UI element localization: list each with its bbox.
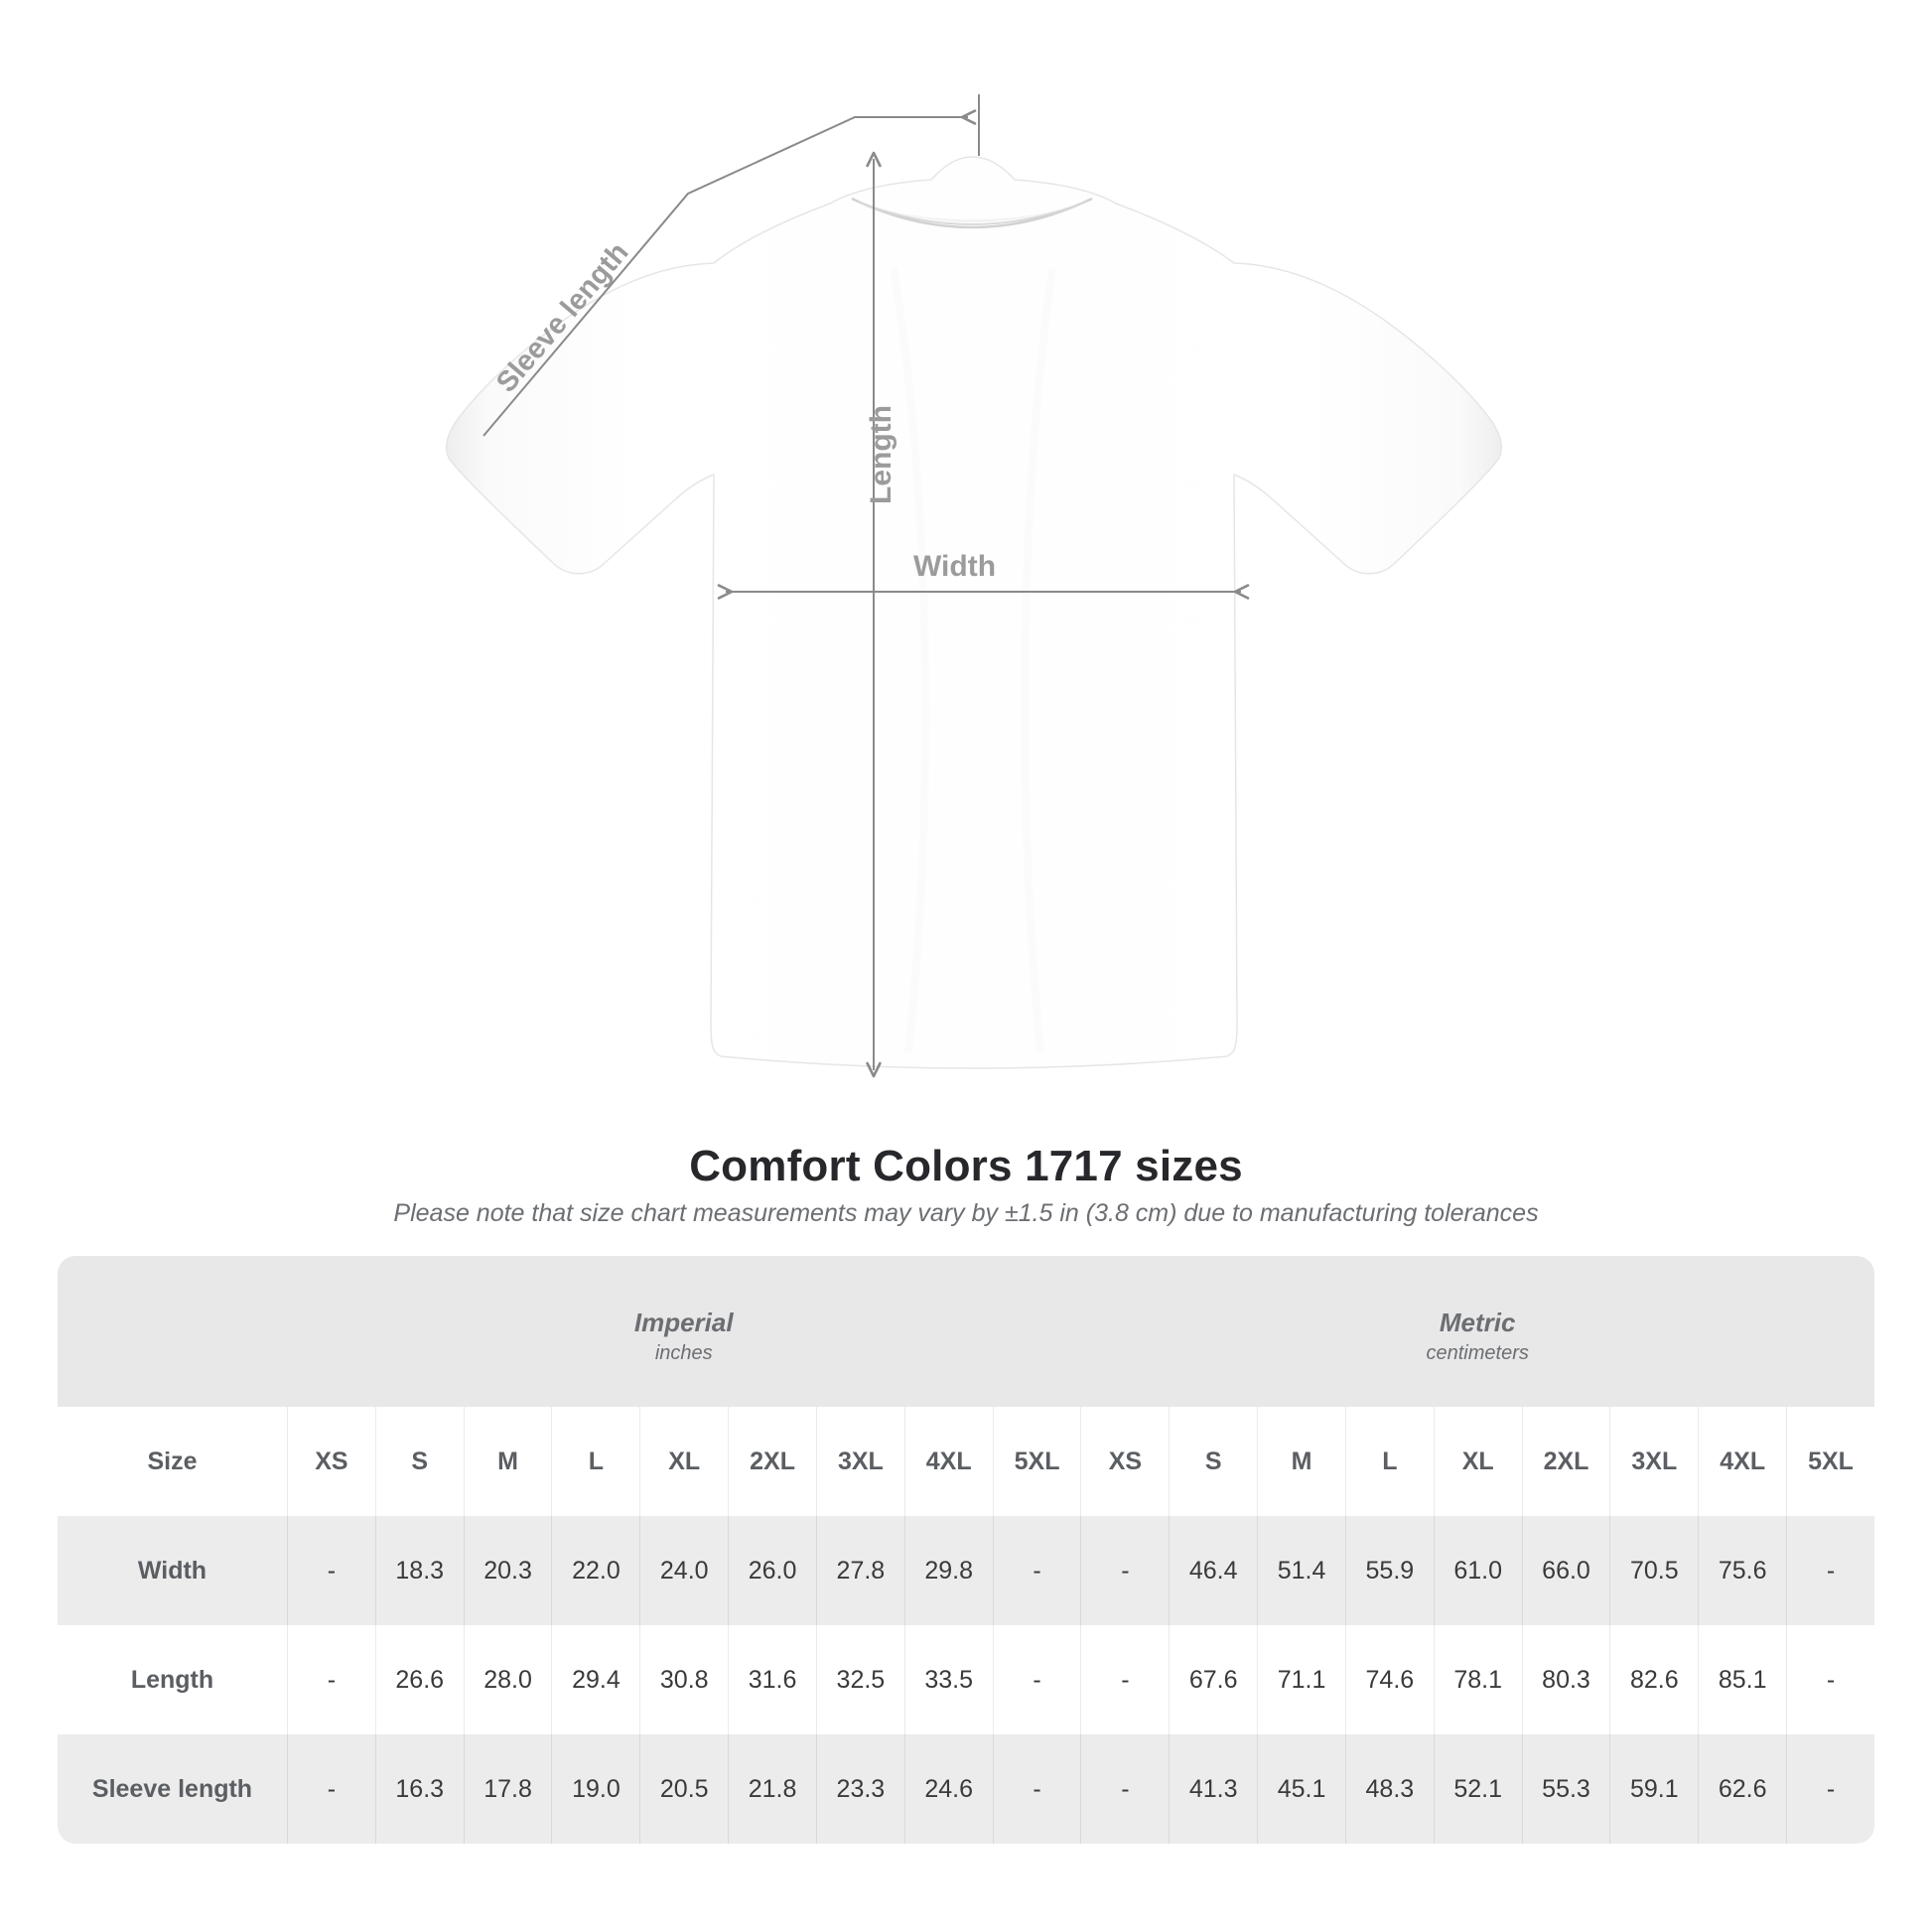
svg-text:Length: Length bbox=[865, 405, 897, 504]
svg-text:Width: Width bbox=[913, 550, 996, 583]
